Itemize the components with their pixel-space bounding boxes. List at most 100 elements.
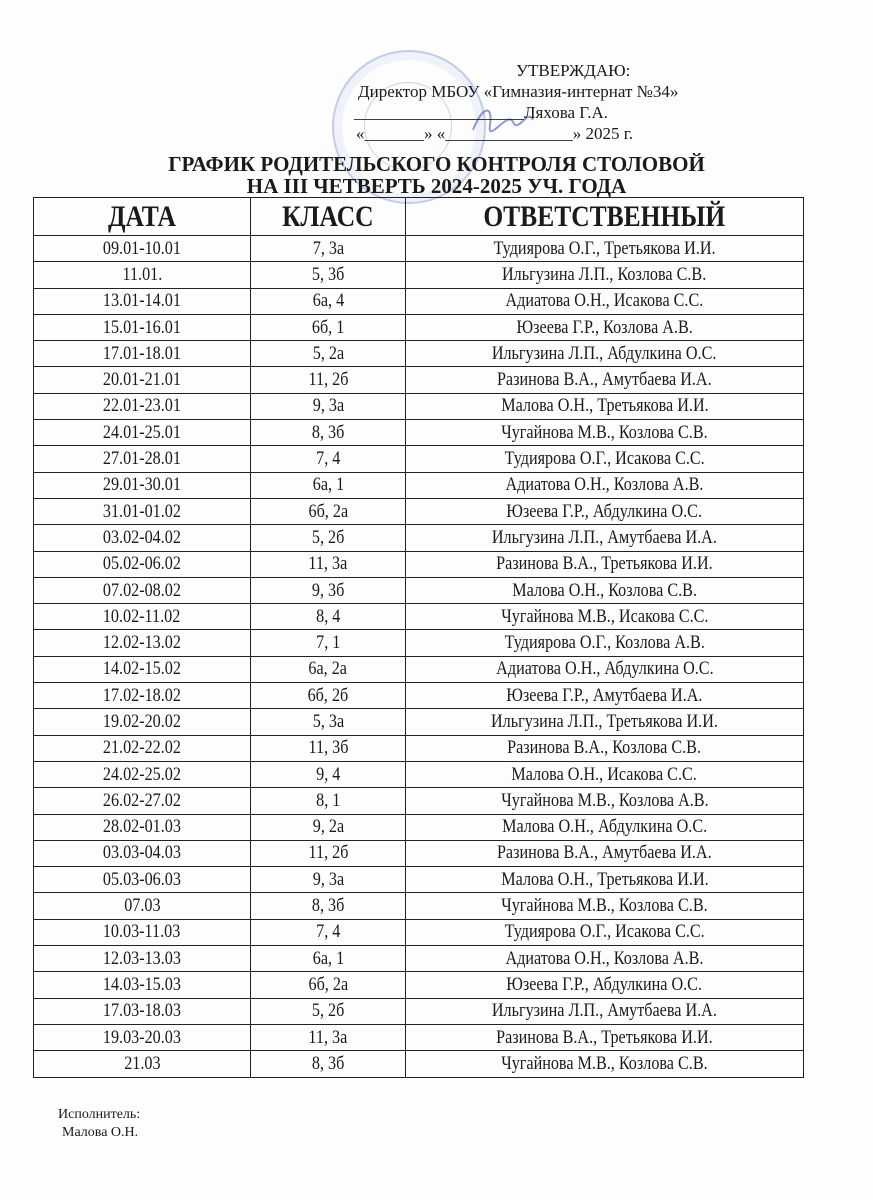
cell-class: 9, 3б [250, 576, 406, 605]
cell-date: 24.02-25.02 [33, 760, 251, 789]
cell-date: 09.01-10.01 [33, 234, 251, 263]
cell-responsible: Ильгузина Л.П., Амутбаева И.А. [405, 524, 804, 552]
footer: Исполнитель: Малова О.Н. [58, 1106, 140, 1142]
cell-class: 11, 3б [250, 734, 406, 762]
table-row: 07.02-08.02 9, 3б Малова О.Н., Козлова С.В… [33, 576, 804, 605]
page-title: ГРАФИК РОДИТЕЛЬСКОГО КОНТРОЛЯ СТОЛОВОЙ [168, 152, 705, 176]
table-row: 12.03-13.03 6а, 1 Адиатова О.Н., Козлова А… [33, 945, 804, 973]
cell-class: 7, 4 [250, 445, 406, 473]
cell-date: 12.02-13.02 [33, 629, 251, 657]
cell-class: 8, 1 [250, 787, 406, 815]
cell-responsible: Чугайнова М.В., Козлова А.В. [405, 787, 804, 815]
cell-responsible: Ильгузина Л.П., Абдулкина О.С. [405, 340, 804, 368]
cell-date: 12.03-13.03 [33, 945, 251, 973]
table-row: 11.01. 5, 3б Ильгузина Л.П., Козлова С.В. [33, 261, 804, 289]
cell-responsible: Малова О.Н., Абдулкина О.С. [405, 813, 804, 841]
cell-class: 11, 3а [250, 550, 406, 578]
cell-date: 13.01-14.01 [33, 287, 251, 315]
table-row: 10.02-11.02 8, 4 Чугайнова М.В., Исакова С… [33, 603, 804, 631]
cell-date: 20.01-21.01 [33, 366, 251, 394]
cell-class: 7, 3а [250, 234, 406, 263]
table-row: 21.02-22.02 11, 3б Разинова В.А., Козлова … [33, 734, 804, 762]
cell-date: 24.01-25.01 [33, 419, 251, 447]
cell-date: 07.03 [33, 892, 251, 920]
cell-class: 6а, 1 [250, 945, 406, 973]
approval-signature-line: ____________________Ляхова Г.А. [354, 103, 608, 122]
table-row: 13.01-14.01 6а, 4 Адиатова О.Н., Исакова С… [33, 287, 804, 315]
cell-date: 21.03 [33, 1050, 251, 1078]
cell-responsible: Тудиярова О.Г., Третьякова И.И. [405, 234, 804, 263]
approval-date-line: «_______» «_______________» 2025 г. [356, 124, 634, 143]
cell-responsible: Юзеева Г.Р., Абдулкина О.С. [405, 497, 804, 526]
cell-date: 14.03-15.03 [33, 971, 251, 999]
cell-responsible: Тудиярова О.Г., Козлова А.В. [405, 629, 804, 657]
cell-class: 9, 3а [250, 866, 406, 894]
approval-director: Директор МБОУ «Гимназия-интернат №34» [358, 82, 679, 101]
table-row: 22.01-23.01 9, 3а Малова О.Н., Третьякова … [33, 392, 804, 421]
cell-class: 11, 3а [250, 1023, 406, 1052]
cell-class: 11, 2б [250, 839, 406, 868]
cell-class: 5, 2б [250, 997, 406, 1025]
cell-class: 6б, 2а [250, 971, 406, 999]
cell-responsible: Ильгузина Л.П., Третьякова И.И. [405, 708, 804, 736]
header-date: ДАТА [33, 197, 251, 236]
cell-responsible: Ильгузина Л.П., Козлова С.В. [405, 261, 804, 289]
table-row: 24.02-25.02 9, 4 Малова О.Н., Исакова С.С. [33, 760, 804, 789]
table-header: ДАТА КЛАСС ОТВЕТСТВЕННЫЙ [33, 197, 804, 236]
cell-date: 10.03-11.03 [33, 918, 251, 947]
cell-responsible: Юзеева Г.Р., Козлова А.В. [405, 313, 804, 342]
cell-date: 14.02-15.02 [33, 655, 251, 684]
table-row: 19.03-20.03 11, 3а Разинова В.А., Третьяко… [33, 1023, 804, 1052]
cell-date: 19.03-20.03 [33, 1023, 251, 1052]
cell-responsible: Чугайнова М.В., Козлова С.В. [405, 419, 804, 447]
cell-responsible: Малова О.Н., Третьякова И.И. [405, 392, 804, 421]
cell-date: 05.03-06.03 [33, 866, 251, 894]
cell-class: 9, 4 [250, 760, 406, 789]
executor-name: Малова О.Н. [62, 1125, 139, 1140]
cell-class: 6а, 4 [250, 287, 406, 315]
cell-responsible: Юзеева Г.Р., Абдулкина О.С. [405, 971, 804, 999]
table-row: 31.01-01.02 6б, 2а Юзеева Г.Р., Абдулкина … [33, 497, 804, 526]
cell-responsible: Чугайнова М.В., Козлова С.В. [405, 892, 804, 920]
table-row: 27.01-28.01 7, 4 Тудиярова О.Г., Исакова С… [33, 445, 804, 473]
cell-responsible: Тудиярова О.Г., Исакова С.С. [405, 445, 804, 473]
cell-responsible: Чугайнова М.В., Козлова С.В. [405, 1050, 804, 1078]
header-class: КЛАСС [250, 197, 406, 236]
cell-date: 26.02-27.02 [33, 787, 251, 815]
table-row: 17.02-18.02 6б, 2б Юзеева Г.Р., Амутбаева … [33, 682, 804, 710]
cell-date: 17.03-18.03 [33, 997, 251, 1025]
table-row: 12.02-13.02 7, 1 Тудиярова О.Г., Козлова А… [33, 629, 804, 657]
table-row: 19.02-20.02 5, 3а Ильгузина Л.П., Третьяко… [33, 708, 804, 736]
cell-date: 27.01-28.01 [33, 445, 251, 473]
cell-date: 03.03-04.03 [33, 839, 251, 868]
table-row: 03.02-04.02 5, 2б Ильгузина Л.П., Амутбаев… [33, 524, 804, 552]
table-row: 21.03 8, 3б Чугайнова М.В., Козлова С.В. [33, 1050, 804, 1078]
cell-responsible: Малова О.Н., Исакова С.С. [405, 760, 804, 789]
cell-class: 6б, 1 [250, 313, 406, 342]
cell-date: 17.01-18.01 [33, 340, 251, 368]
cell-responsible: Разинова В.А., Третьякова И.И. [405, 550, 804, 578]
approval-block: УТВЕРЖДАЮ: Директор МБОУ «Гимназия-интер… [330, 60, 750, 144]
cell-responsible: Разинова В.А., Козлова С.В. [405, 734, 804, 762]
cell-class: 11, 2б [250, 366, 406, 394]
cell-responsible: Адиатова О.Н., Козлова А.В. [405, 945, 804, 973]
cell-responsible: Малова О.Н., Козлова С.В. [405, 576, 804, 605]
cell-responsible: Чугайнова М.В., Исакова С.С. [405, 603, 804, 631]
cell-class: 7, 4 [250, 918, 406, 947]
table-row: 10.03-11.03 7, 4 Тудиярова О.Г., Исакова С… [33, 918, 804, 947]
cell-class: 8, 4 [250, 603, 406, 631]
table-row: 15.01-16.01 6б, 1 Юзеева Г.Р., Козлова А.В… [33, 313, 804, 342]
cell-class: 6б, 2а [250, 497, 406, 526]
approval-heading: УТВЕРЖДАЮ: [516, 61, 631, 80]
table-row: 03.03-04.03 11, 2б Разинова В.А., Амутбаев… [33, 839, 804, 868]
table-row: 28.02-01.03 9, 2а Малова О.Н., Абдулкина О… [33, 813, 804, 841]
cell-class: 5, 3б [250, 261, 406, 289]
cell-responsible: Тудиярова О.Г., Исакова С.С. [405, 918, 804, 947]
table-row: 05.02-06.02 11, 3а Разинова В.А., Третьяко… [33, 550, 804, 578]
schedule-table: ДАТА КЛАСС ОТВЕТСТВЕННЫЙ 09.01-10.01 7, 3… [33, 197, 804, 1078]
cell-class: 7, 1 [250, 629, 406, 657]
cell-date: 11.01. [33, 261, 251, 289]
cell-date: 21.02-22.02 [33, 734, 251, 762]
cell-responsible: Ильгузина Л.П., Амутбаева И.А. [405, 997, 804, 1025]
